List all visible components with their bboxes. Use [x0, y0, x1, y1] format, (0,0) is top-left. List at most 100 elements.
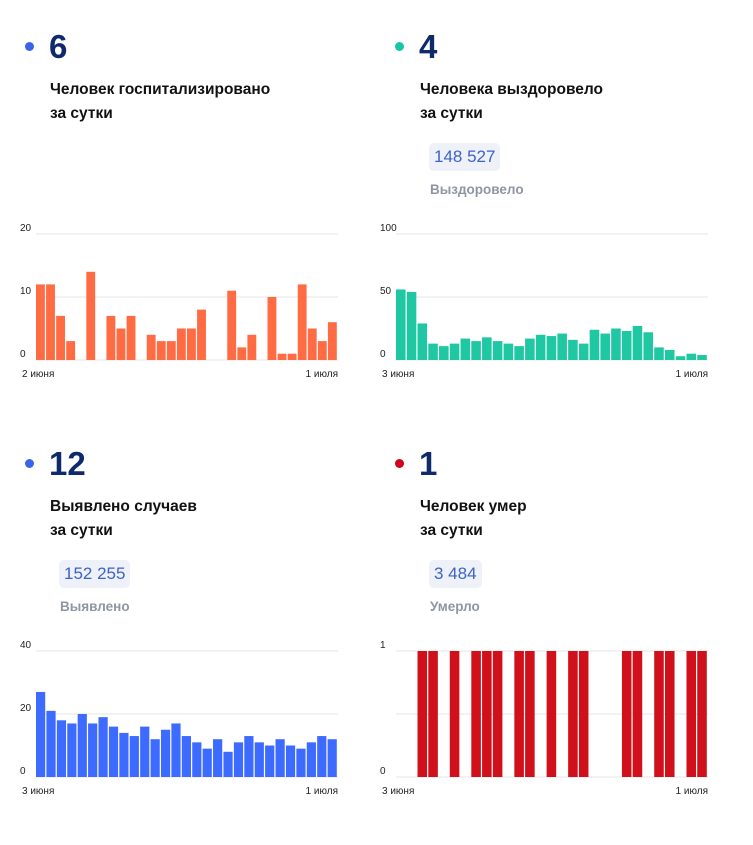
bar — [140, 726, 150, 777]
y-tick-label: 20 — [20, 703, 32, 714]
bar — [119, 732, 129, 777]
bar — [396, 289, 406, 360]
bar — [417, 323, 428, 360]
bar — [578, 651, 589, 777]
bar — [86, 271, 96, 360]
bar — [492, 341, 503, 360]
bar — [156, 341, 166, 360]
bar — [632, 651, 643, 777]
bar — [535, 334, 546, 360]
bar — [237, 347, 247, 360]
bar — [568, 339, 578, 360]
bar — [471, 341, 481, 360]
bar — [275, 739, 285, 777]
x-start-label: 2 июня — [22, 369, 54, 380]
indicator-dot — [25, 42, 34, 51]
bar — [46, 284, 55, 360]
bar — [514, 651, 524, 777]
bar — [56, 315, 65, 360]
bar — [317, 341, 327, 360]
stat-panel-cases: 12 Выявлено случаев за сутки 152 255 Выя… — [20, 445, 360, 845]
bar — [181, 736, 191, 777]
y-tick-label: 1 — [380, 640, 386, 651]
stat-panel-hospitalized: 6 Человек госпитализировано за сутки 20 1… — [20, 28, 360, 428]
stat-value: 12 — [49, 445, 86, 482]
bar — [578, 343, 589, 360]
bar — [171, 723, 181, 777]
total-badge: 148 527 — [429, 143, 501, 171]
bar — [482, 651, 492, 777]
bar — [611, 328, 621, 360]
x-end-label: 1 июля — [306, 369, 338, 380]
bar — [277, 353, 287, 360]
bar — [417, 651, 428, 777]
bar — [160, 729, 171, 777]
bar — [176, 328, 186, 360]
bar — [98, 717, 108, 777]
bar — [621, 331, 632, 360]
total-badge: 152 255 — [59, 560, 131, 588]
bar — [686, 353, 697, 360]
bar — [525, 338, 535, 360]
bar — [227, 290, 237, 360]
stat-panel-deaths: 1 Человек умер за сутки 3 484 Умерло 1 0 3… — [380, 445, 730, 845]
bar — [46, 710, 56, 777]
bar — [449, 651, 460, 777]
bar — [285, 745, 296, 777]
bar-chart: 100 50 0 3 июня 1 июля — [380, 223, 708, 380]
bar — [233, 742, 244, 777]
y-tick-label: 100 — [380, 223, 397, 234]
bar — [525, 651, 535, 777]
y-tick-label: 0 — [20, 766, 26, 777]
bar-chart: 1 0 3 июня 1 июля — [380, 640, 708, 797]
bar — [471, 651, 481, 777]
bar — [247, 334, 257, 360]
bar — [460, 338, 471, 360]
stat-label-line1: Выявлено случаев — [50, 498, 197, 515]
bar — [621, 651, 632, 777]
total-caption: Умерло — [430, 599, 480, 614]
bar — [223, 751, 233, 777]
bar — [129, 736, 139, 777]
bar — [287, 353, 297, 360]
y-tick-label: 50 — [380, 286, 392, 297]
bar — [297, 284, 307, 360]
total-caption: Выявлено — [60, 599, 130, 614]
total-badge: 3 484 — [429, 560, 482, 588]
stat-value: 4 — [419, 28, 438, 65]
x-start-label: 3 июня — [382, 786, 414, 797]
bar — [67, 723, 77, 777]
bar — [254, 742, 264, 777]
y-tick-label: 10 — [20, 286, 32, 297]
bar — [296, 748, 306, 777]
y-tick-label: 20 — [20, 223, 32, 234]
x-end-label: 1 июля — [676, 786, 708, 797]
bar — [265, 745, 275, 777]
stat-label-line2: за сутки — [420, 105, 483, 122]
bar — [66, 341, 76, 360]
bar — [327, 739, 337, 777]
bar — [88, 723, 98, 777]
y-tick-label: 0 — [20, 349, 26, 360]
bar — [686, 651, 697, 777]
bar — [449, 343, 460, 360]
bar — [192, 742, 202, 777]
x-end-label: 1 июля — [306, 786, 338, 797]
stat-panel-recovered: 4 Человека выздоровело за сутки 148 527 … — [380, 28, 730, 428]
bar — [632, 325, 643, 360]
stat-label-line1: Человек умер — [420, 498, 527, 515]
bar — [697, 651, 707, 777]
y-tick-label: 0 — [380, 349, 386, 360]
bar — [166, 341, 176, 360]
stat-label-line2: за сутки — [420, 522, 483, 539]
bar — [267, 297, 277, 360]
bar — [557, 333, 567, 360]
bar — [213, 739, 223, 777]
y-tick-label: 0 — [380, 766, 386, 777]
x-end-label: 1 июля — [676, 369, 708, 380]
bar — [514, 346, 524, 360]
stat-label-line1: Человек госпитализировано — [50, 81, 271, 98]
total-caption: Выздоровело — [430, 182, 524, 197]
bar — [503, 343, 514, 360]
stat-label-line2: за сутки — [50, 522, 113, 539]
